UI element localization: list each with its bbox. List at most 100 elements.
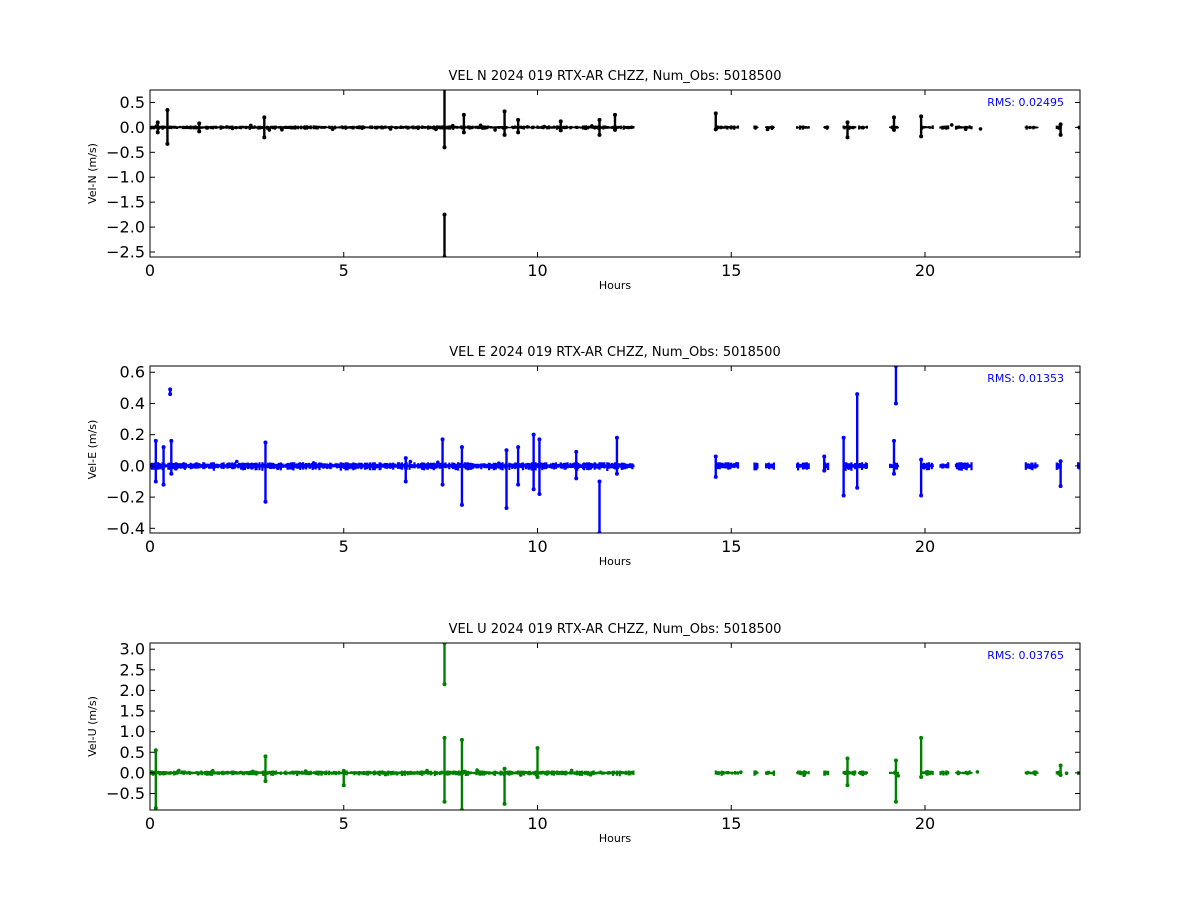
data-point (531, 432, 536, 437)
data-point (528, 771, 533, 776)
data-point (516, 130, 521, 135)
data-point (919, 493, 924, 498)
data-point (919, 457, 924, 462)
data-point (537, 437, 542, 442)
data-point (597, 117, 602, 122)
data-point (333, 463, 338, 467)
data-point (614, 435, 619, 440)
data-point (478, 123, 483, 128)
data-point (263, 779, 268, 784)
x-tick-label: 10 (527, 814, 547, 833)
y-tick-label: 3.0 (120, 640, 145, 659)
data-point (925, 769, 930, 774)
data-band (823, 770, 830, 776)
data-point (153, 748, 158, 753)
data-point (341, 783, 346, 788)
data-point (892, 115, 896, 120)
data-point (211, 768, 215, 773)
chart-title: VEL N 2024 019 RTX-AR CHZZ, Num_Obs: 501… (449, 69, 782, 84)
x-tick-label: 0 (145, 537, 155, 556)
data-band (920, 125, 934, 130)
data-point (267, 128, 272, 132)
data-band (858, 125, 868, 130)
data-point (734, 462, 739, 466)
data-point (403, 456, 408, 461)
y-axis-label: Vel-N (m/s) (86, 143, 99, 204)
axes-frame (149, 365, 1081, 534)
rms-annotation: RMS: 0.02495 (987, 96, 1064, 109)
x-axis-label: Hours (599, 832, 631, 845)
data-point (155, 130, 160, 135)
data-band (1055, 125, 1062, 130)
data-point (713, 474, 718, 479)
x-tick-label: 5 (339, 261, 349, 280)
data-point (153, 438, 158, 443)
data-point (1058, 459, 1063, 464)
data-point (197, 129, 202, 134)
rms-annotation: RMS: 0.01353 (987, 372, 1064, 385)
data-point (516, 445, 521, 450)
data-band (1024, 125, 1039, 130)
data-band (858, 770, 868, 777)
panel-2: VEL E 2024 019 RTX-AR CHZZ, Num_Obs: 501… (86, 345, 1081, 568)
data-point (367, 770, 372, 775)
data-point (978, 127, 983, 131)
data-point (597, 479, 602, 484)
data-point (497, 461, 501, 466)
data-point (462, 769, 467, 774)
data-point (262, 115, 267, 120)
data-point (558, 128, 563, 133)
data-point (263, 440, 268, 445)
data-point (590, 124, 594, 128)
data-point (1058, 772, 1063, 777)
data-band (939, 770, 950, 776)
data-point (440, 482, 445, 487)
data-point (519, 773, 523, 777)
data-point (822, 468, 827, 473)
y-tick-label: 0.6 (120, 363, 145, 382)
data-point (225, 125, 229, 129)
data-point (461, 112, 466, 117)
data-point (251, 769, 255, 774)
data-point (184, 125, 189, 130)
data-point (502, 801, 507, 806)
data-point (436, 460, 440, 465)
data-point (1058, 132, 1063, 137)
data-point (574, 476, 579, 481)
data-band (939, 125, 950, 130)
data-point (502, 109, 507, 114)
x-tick-label: 20 (915, 537, 935, 556)
data-band (796, 770, 810, 776)
data-point (845, 120, 850, 125)
data-point (442, 735, 447, 740)
data-band (753, 125, 759, 130)
data-band (765, 462, 775, 470)
data-point (893, 401, 898, 406)
y-tick-label: −2.5 (106, 243, 145, 262)
data-point (1058, 484, 1063, 489)
y-tick-label: −0.4 (106, 519, 145, 538)
y-axis-label: Vel-U (m/s) (86, 696, 99, 757)
data-point (459, 502, 464, 507)
data-point (822, 454, 827, 459)
data-point (235, 459, 239, 464)
data-band (753, 770, 759, 776)
y-tick-label: 2.5 (120, 660, 145, 679)
data-point (165, 141, 170, 146)
data-point (434, 127, 438, 132)
data-point (825, 125, 829, 130)
y-tick-label: 0.5 (120, 93, 145, 112)
data-point (451, 123, 455, 128)
chart-title: VEL U 2024 019 RTX-AR CHZZ, Num_Obs: 501… (449, 622, 782, 637)
data-point (153, 479, 158, 484)
data-point (713, 111, 718, 116)
y-tick-label: −0.5 (106, 143, 145, 162)
data-point (963, 127, 968, 132)
data-point (218, 464, 223, 468)
x-tick-label: 5 (339, 537, 349, 556)
data-point (442, 799, 447, 804)
y-tick-label: 0.4 (120, 394, 145, 413)
data-point (330, 127, 335, 132)
panel-1: VEL N 2024 019 RTX-AR CHZZ, Num_Obs: 501… (86, 69, 1081, 292)
data-series (150, 366, 1080, 533)
